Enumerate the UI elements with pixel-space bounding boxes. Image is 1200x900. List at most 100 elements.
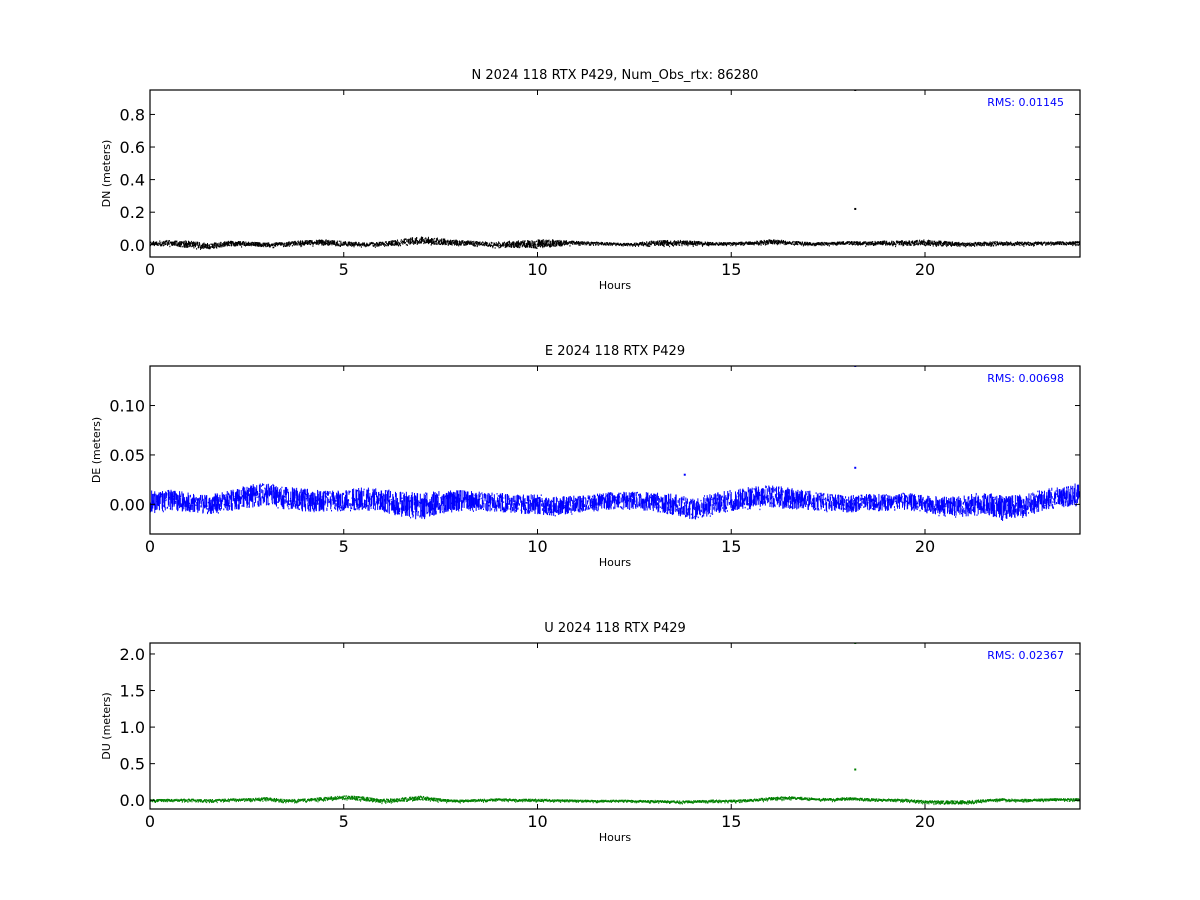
data-point [839,241,841,245]
data-point [439,239,441,241]
data-point [326,507,328,511]
data-point [576,240,578,243]
data-point [662,497,664,513]
data-point [362,507,364,510]
data-point [204,246,206,249]
data-point [972,498,974,507]
data-point [761,242,763,245]
data-point [705,498,707,511]
data-point [662,506,664,512]
data-point [1037,241,1039,244]
data-point [1073,243,1075,246]
data-point [985,508,987,514]
data-point [167,240,169,244]
data-point [772,242,774,245]
data-point [641,502,643,504]
data-point [169,491,171,501]
data-point [1036,243,1038,246]
data-point [914,243,916,246]
data-point [1035,241,1037,244]
data-point [692,245,694,248]
data-point [182,241,184,244]
data-point [748,496,750,509]
data-point [479,495,481,498]
data-point [539,497,541,515]
data-point [547,500,549,507]
data-point [474,242,476,246]
data-point [381,242,383,244]
data-point [301,491,303,512]
data-point [815,243,817,245]
data-point [322,241,324,244]
data-point [493,499,495,507]
data-point [898,494,900,503]
data-point [323,491,325,512]
data-point [263,493,265,503]
data-point [358,488,360,501]
data-point [528,241,530,244]
data-point [745,491,747,505]
data-point [1018,242,1020,246]
rms-annotation: RMS: 0.01145 [987,96,1064,109]
data-point [767,495,769,504]
data-point [200,504,202,508]
data-point [728,492,730,497]
data-point [715,494,717,505]
data-point [536,243,538,246]
data-point [914,241,916,243]
data-point [983,501,985,513]
data-point [308,509,310,512]
data-point [766,488,768,495]
data-point [781,239,783,242]
data-point [945,496,947,505]
data-point [315,502,317,512]
data-point [441,511,443,513]
data-point [342,504,344,511]
data-point [906,495,908,498]
data-point [707,498,709,515]
data-point [436,243,438,246]
data-point [165,243,167,246]
data-point [469,509,471,511]
data-point [990,245,992,247]
data-point [1041,494,1043,511]
data-point [285,488,287,503]
data-point [205,243,207,247]
data-point [608,497,610,510]
data-point [900,242,902,246]
data-point [772,485,774,493]
data-point [467,493,469,509]
data-point [160,245,162,247]
data-point [251,243,253,245]
data-point [684,514,686,518]
data-point [1071,243,1073,245]
data-point [778,486,780,489]
x-tick-label: 0 [145,537,155,556]
data-point [265,485,267,506]
data-point [156,243,158,245]
data-point [444,495,446,513]
data-point [681,244,683,247]
data-point [690,498,692,505]
data-point [175,501,177,504]
data-point [884,242,886,245]
data-point [915,506,917,510]
data-point [536,498,538,503]
data-point [579,244,581,246]
data-point [716,242,718,245]
data-point [710,242,712,245]
data-point [166,493,168,496]
data-point [410,495,412,512]
data-point [305,489,307,496]
data-point [436,493,438,508]
data-point [577,496,579,499]
data-point [300,501,302,505]
data-point [877,503,879,507]
data-point [535,244,537,248]
data-point [1075,499,1077,507]
data-point [710,495,712,499]
data-point [1066,244,1068,246]
data-point [1071,487,1073,490]
data-point [547,507,549,514]
data-point [1050,243,1052,245]
